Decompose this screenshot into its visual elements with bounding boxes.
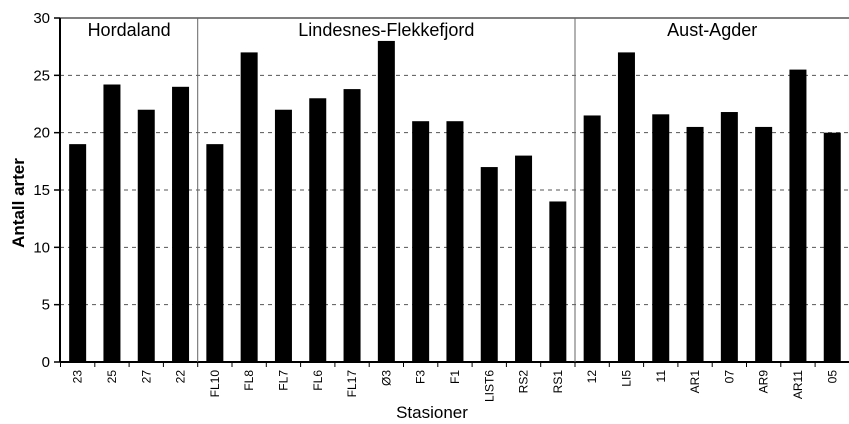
y-tick-label: 10 [33, 239, 50, 256]
x-tick-label: F3 [414, 370, 428, 384]
x-tick-label: 23 [71, 370, 85, 384]
x-tick-label: Ø3 [379, 370, 393, 386]
x-tick-label: 25 [105, 370, 119, 384]
bar [686, 126, 704, 362]
x-tick-label: RS1 [551, 370, 565, 394]
y-tick-label: 25 [33, 67, 50, 84]
bar [240, 52, 258, 363]
bar [274, 109, 292, 362]
bar [343, 89, 361, 363]
bar [309, 98, 327, 363]
bar [755, 126, 773, 362]
bar [377, 40, 395, 362]
y-tick-label: 5 [42, 297, 50, 314]
y-tick-labels: 0 5 10 15 20 25 30 [33, 10, 50, 371]
x-tick-label: FL10 [208, 370, 222, 398]
bar [103, 84, 121, 363]
x-tick-label: FL7 [276, 370, 290, 391]
group-labels: Hordaland Lindesnes-Flekkefjord Aust-Agder [88, 20, 758, 40]
y-tick-label: 0 [42, 354, 50, 371]
x-tick-label: 11 [654, 370, 668, 383]
bar [789, 69, 807, 362]
x-tick-label: LI5 [619, 370, 633, 387]
x-tick-label: AR1 [688, 370, 702, 394]
x-axis-title: Stasioner [396, 403, 468, 422]
y-tick-label: 20 [33, 125, 50, 142]
bar [652, 114, 670, 362]
bar [480, 167, 498, 362]
bar [69, 144, 87, 362]
x-tick-label: FL17 [345, 370, 359, 398]
bar [172, 86, 190, 363]
y-tick-label: 30 [33, 10, 50, 27]
x-tick-label: FL6 [311, 370, 325, 391]
x-tick-label: AR11 [791, 370, 805, 399]
bar [412, 121, 430, 362]
y-tick-label: 15 [33, 182, 50, 199]
bars [69, 40, 841, 363]
axes [54, 17, 849, 367]
x-tick-label: 07 [722, 370, 736, 384]
bar [823, 132, 841, 362]
x-tick-label: FL8 [242, 370, 256, 391]
bar [583, 115, 601, 362]
x-tick-label: 05 [825, 370, 839, 384]
bar [549, 201, 567, 362]
x-tick-label: RS2 [517, 370, 531, 394]
x-tick-labels: 23 25 27 22 FL10 FL8 FL7 FL6 FL17 Ø3 F3 F1 LIST6 RS2 R… [71, 370, 840, 402]
bar [617, 52, 635, 363]
x-tick-label: 27 [139, 370, 153, 384]
bar [206, 144, 224, 362]
x-tick-label: 12 [585, 370, 599, 384]
x-tick-label: AR9 [757, 370, 771, 394]
x-tick-label: F1 [448, 370, 462, 384]
bar [137, 109, 155, 362]
x-tick-label: LIST6 [482, 370, 496, 402]
bar [720, 112, 738, 362]
group-label: Lindesnes-Flekkefjord [298, 20, 474, 40]
group-label: Aust-Agder [667, 20, 757, 40]
bar [446, 121, 464, 362]
bar [515, 155, 533, 362]
y-axis-title: Antall arter [9, 158, 28, 248]
group-label: Hordaland [88, 20, 171, 40]
x-tick-label: 22 [174, 370, 188, 384]
